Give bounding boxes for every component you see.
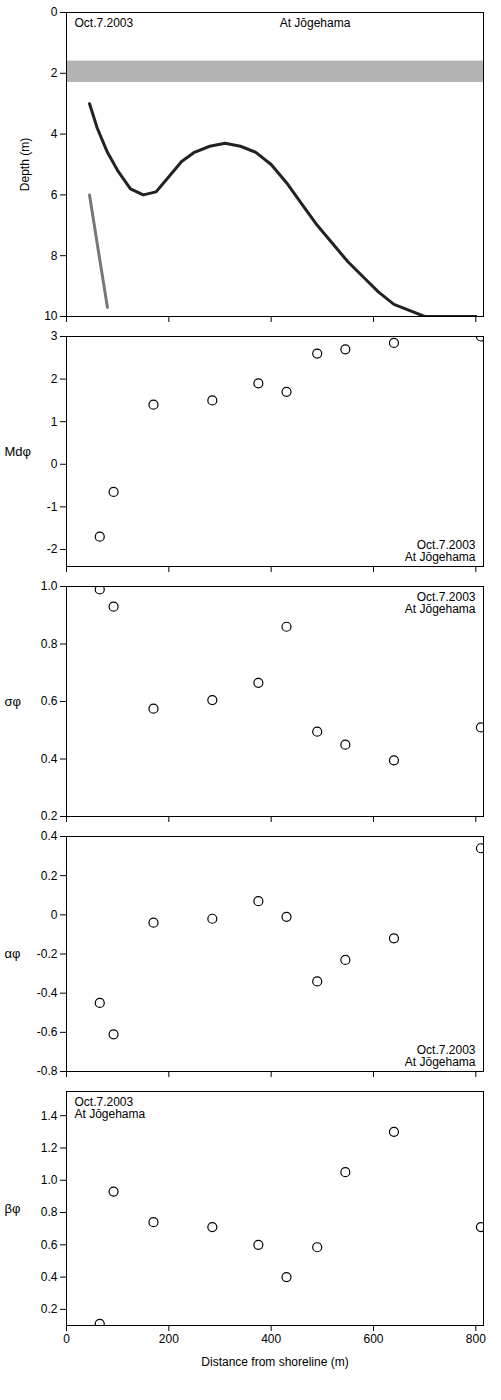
- svg-text:-0.8: -0.8: [37, 1064, 58, 1078]
- svg-text:-0.6: -0.6: [37, 1025, 58, 1039]
- svg-text:0.6: 0.6: [41, 1238, 58, 1252]
- svg-text:Oct.7.2003At Jōgehama: Oct.7.2003At Jōgehama: [405, 590, 476, 616]
- svg-text:Distance from shoreline (m): Distance from shoreline (m): [201, 1355, 348, 1369]
- svg-text:-1: -1: [47, 500, 58, 514]
- svg-text:0: 0: [51, 908, 58, 922]
- svg-text:Oct.7.2003: Oct.7.2003: [75, 16, 134, 30]
- svg-text:3: 3: [51, 330, 58, 343]
- svg-text:4: 4: [51, 127, 58, 141]
- svg-text:βφ: βφ: [5, 1201, 21, 1216]
- svg-text:600: 600: [363, 1332, 383, 1346]
- svg-text:800: 800: [466, 1332, 486, 1346]
- svg-text:-0.2: -0.2: [37, 947, 58, 961]
- svg-text:1.2: 1.2: [41, 1141, 58, 1155]
- svg-text:Oct.7.2003At Jōgehama: Oct.7.2003At Jōgehama: [75, 1095, 146, 1121]
- svg-text:0: 0: [51, 457, 58, 471]
- svg-text:2: 2: [51, 66, 58, 80]
- svg-text:1.4: 1.4: [41, 1109, 58, 1123]
- svg-text:Depth (m): Depth (m): [18, 138, 32, 191]
- svg-text:0: 0: [63, 1332, 70, 1346]
- svg-text:Oct.7.2003At Jōgehama: Oct.7.2003At Jōgehama: [405, 538, 476, 564]
- svg-text:6: 6: [51, 188, 58, 202]
- svg-text:0.4: 0.4: [41, 1270, 58, 1284]
- svg-text:0.8: 0.8: [41, 637, 58, 651]
- svg-text:0.2: 0.2: [41, 809, 58, 823]
- svg-text:σφ: σφ: [5, 694, 21, 709]
- svg-text:0.8: 0.8: [41, 1205, 58, 1219]
- svg-text:1.0: 1.0: [41, 580, 58, 593]
- svg-text:8: 8: [51, 249, 58, 263]
- svg-text:Mdφ: Mdφ: [5, 444, 32, 459]
- svg-text:αφ: αφ: [5, 946, 21, 961]
- svg-text:0.4: 0.4: [41, 752, 58, 766]
- svg-text:200: 200: [159, 1332, 179, 1346]
- svg-text:0.2: 0.2: [41, 1302, 58, 1316]
- svg-text:-2: -2: [47, 542, 58, 556]
- svg-text:400: 400: [261, 1332, 281, 1346]
- svg-text:1: 1: [51, 415, 58, 429]
- svg-text:2: 2: [51, 372, 58, 386]
- svg-text:0.6: 0.6: [41, 694, 58, 708]
- svg-text:0.2: 0.2: [41, 869, 58, 883]
- svg-text:0: 0: [51, 5, 58, 19]
- svg-text:1.0: 1.0: [41, 1173, 58, 1187]
- svg-text:10: 10: [44, 309, 58, 323]
- svg-text:Oct.7.2003At Jōgehama: Oct.7.2003At Jōgehama: [405, 1043, 476, 1069]
- svg-text:0.4: 0.4: [41, 830, 58, 843]
- svg-text:At Jōgehama: At Jōgehama: [280, 16, 351, 30]
- svg-text:-0.4: -0.4: [37, 986, 58, 1000]
